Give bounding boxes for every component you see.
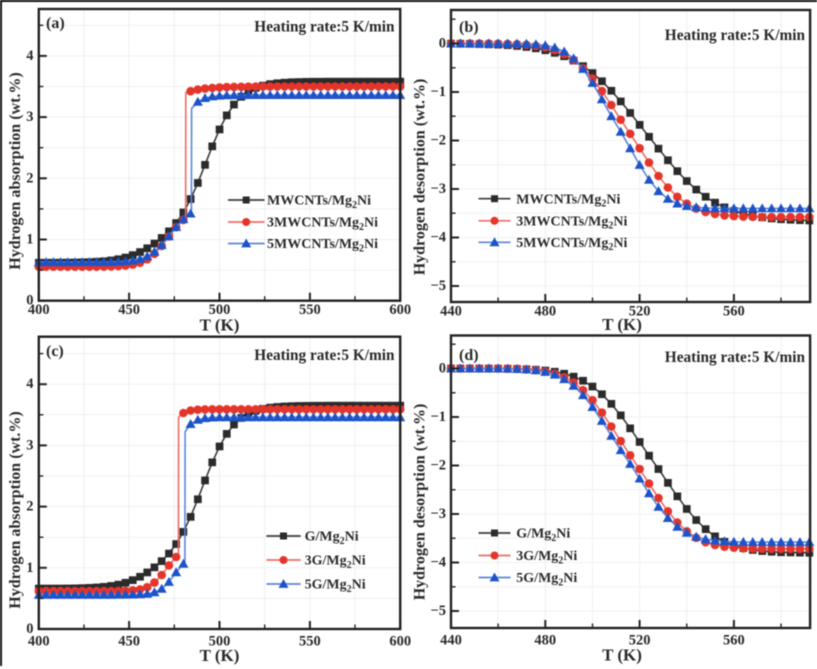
svg-text:(d): (d): [459, 347, 479, 364]
svg-text:Heating rate:5 K/min: Heating rate:5 K/min: [665, 349, 806, 366]
svg-text:−1: −1: [430, 84, 446, 100]
svg-text:1: 1: [26, 560, 33, 576]
svg-text:MWCNTs/Mg2Ni: MWCNTs/Mg2Ni: [516, 192, 620, 209]
svg-text:−5: −5: [430, 278, 446, 294]
svg-text:−4: −4: [430, 230, 446, 246]
svg-text:520: 520: [629, 304, 651, 320]
svg-text:Hydrogen absorption (wt.%): Hydrogen absorption (wt.%): [7, 411, 24, 609]
svg-text:3G/Mg2Ni: 3G/Mg2Ni: [305, 554, 366, 571]
svg-text:(c): (c): [46, 343, 64, 360]
svg-text:400: 400: [28, 634, 50, 650]
svg-text:Hydrogen absorption (wt.%): Hydrogen absorption (wt.%): [7, 72, 24, 270]
svg-text:450: 450: [118, 634, 140, 650]
svg-text:440: 440: [440, 304, 462, 320]
svg-text:560: 560: [723, 633, 745, 649]
svg-text:(b): (b): [459, 19, 479, 36]
svg-text:3G/Mg2Ni: 3G/Mg2Ni: [516, 549, 577, 566]
svg-text:T (K): T (K): [200, 646, 240, 665]
svg-text:2: 2: [26, 499, 33, 515]
svg-text:−3: −3: [430, 506, 446, 522]
svg-text:500: 500: [209, 634, 231, 650]
svg-text:1: 1: [26, 232, 33, 248]
svg-text:MWCNTs/Mg2Ni: MWCNTs/Mg2Ni: [267, 194, 371, 211]
svg-text:5G/Mg2Ni: 5G/Mg2Ni: [305, 578, 366, 595]
svg-text:Hydrogen desorption (wt.%): Hydrogen desorption (wt.%): [412, 79, 429, 276]
svg-text:Hydrogen desorption (wt.%): Hydrogen desorption (wt.%): [412, 404, 429, 601]
svg-text:2: 2: [26, 170, 33, 186]
svg-text:440: 440: [440, 633, 462, 649]
svg-text:G/Mg2Ni: G/Mg2Ni: [305, 530, 359, 547]
svg-text:480: 480: [534, 633, 556, 649]
svg-text:550: 550: [299, 634, 321, 650]
svg-text:3MWCNTs/Mg2Ni: 3MWCNTs/Mg2Ni: [267, 216, 378, 233]
svg-text:−1: −1: [430, 409, 446, 425]
svg-text:0: 0: [26, 621, 33, 637]
svg-text:Heating rate:5 K/min: Heating rate:5 K/min: [254, 347, 395, 364]
svg-text:3: 3: [26, 437, 33, 453]
svg-text:T (K): T (K): [602, 646, 642, 665]
svg-text:450: 450: [118, 302, 140, 318]
svg-text:5MWCNTs/Mg2Ni: 5MWCNTs/Mg2Ni: [516, 236, 627, 253]
svg-text:0: 0: [26, 293, 33, 309]
svg-text:4: 4: [26, 48, 33, 64]
svg-text:550: 550: [299, 302, 321, 318]
svg-text:3: 3: [26, 109, 33, 125]
svg-text:Heating rate:5 K/min: Heating rate:5 K/min: [254, 19, 395, 36]
svg-text:600: 600: [389, 302, 411, 318]
svg-text:500: 500: [209, 302, 231, 318]
svg-text:5G/Mg2Ni: 5G/Mg2Ni: [516, 571, 577, 588]
svg-text:480: 480: [534, 304, 556, 320]
svg-text:560: 560: [723, 304, 745, 320]
svg-text:0: 0: [439, 361, 446, 377]
svg-text:T (K): T (K): [602, 315, 642, 334]
svg-text:4: 4: [26, 376, 33, 392]
svg-text:600: 600: [389, 634, 411, 650]
svg-text:−2: −2: [430, 133, 446, 149]
svg-text:G/Mg2Ni: G/Mg2Ni: [516, 527, 570, 544]
svg-text:520: 520: [629, 633, 651, 649]
svg-text:400: 400: [28, 302, 50, 318]
svg-text:3MWCNTs/Mg2Ni: 3MWCNTs/Mg2Ni: [516, 215, 627, 232]
svg-text:−3: −3: [430, 181, 446, 197]
svg-text:−2: −2: [430, 458, 446, 474]
svg-text:T (K): T (K): [200, 316, 240, 335]
svg-text:−5: −5: [430, 603, 446, 619]
svg-text:5MWCNTs/Mg2Ni: 5MWCNTs/Mg2Ni: [267, 237, 378, 254]
svg-text:(a): (a): [46, 15, 65, 32]
svg-text:−4: −4: [430, 555, 446, 571]
svg-text:0: 0: [439, 36, 446, 52]
svg-text:Heating rate:5 K/min: Heating rate:5 K/min: [665, 27, 806, 44]
